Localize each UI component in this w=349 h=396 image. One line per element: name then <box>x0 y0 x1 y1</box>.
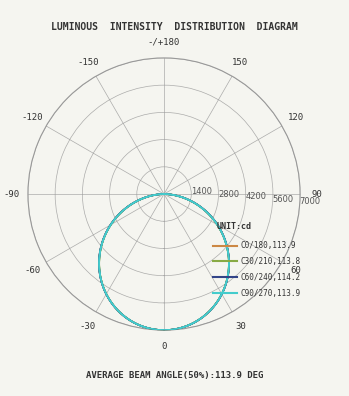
Text: -30: -30 <box>80 322 96 331</box>
Text: -60: -60 <box>24 266 40 275</box>
Text: C60/240,114.2: C60/240,114.2 <box>241 273 301 282</box>
Text: C30/210,113.8: C30/210,113.8 <box>241 257 301 266</box>
Text: 60: 60 <box>291 266 302 275</box>
Text: 30: 30 <box>235 322 246 331</box>
Text: C0/180,113.9: C0/180,113.9 <box>241 241 296 250</box>
Text: LUMINOUS  INTENSITY  DISTRIBUTION  DIAGRAM: LUMINOUS INTENSITY DISTRIBUTION DIAGRAM <box>51 22 298 32</box>
Text: AVERAGE BEAM ANGLE(50%):113.9 DEG: AVERAGE BEAM ANGLE(50%):113.9 DEG <box>86 371 263 380</box>
Text: -150: -150 <box>77 57 98 67</box>
Text: 150: 150 <box>232 57 248 67</box>
Text: -/+180: -/+180 <box>148 37 180 46</box>
Text: C90/270,113.9: C90/270,113.9 <box>241 289 301 297</box>
Text: 90: 90 <box>311 190 322 198</box>
Text: -120: -120 <box>21 113 43 122</box>
Text: UNIT:cd: UNIT:cd <box>216 222 251 231</box>
Text: 0: 0 <box>161 342 167 351</box>
Text: -90: -90 <box>3 190 20 198</box>
Text: 120: 120 <box>288 113 304 122</box>
